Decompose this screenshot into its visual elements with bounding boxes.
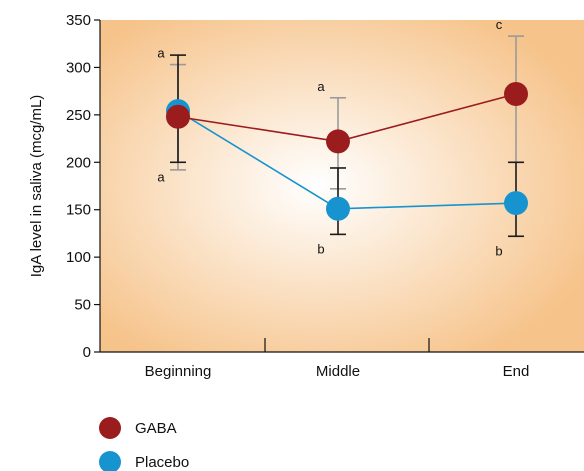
y-tick-label-50: 50 (74, 297, 91, 314)
gaba-point-3 (504, 81, 528, 106)
gaba-sig-letter-2: a (317, 79, 325, 94)
legend-item-gaba: GABA (99, 417, 177, 439)
y-tick-label-300: 300 (66, 59, 91, 76)
y-axis-title: IgA level in saliva (mcg/mL) (28, 95, 45, 278)
gaba-sig-letter-3: c (496, 17, 503, 32)
x-tick-label-beginning: Beginning (145, 363, 212, 380)
placebo-point-3 (504, 191, 528, 216)
legend-label-placebo: Placebo (135, 454, 189, 471)
y-tick-label-0: 0 (83, 344, 91, 361)
y-tick-label-200: 200 (66, 154, 91, 171)
y-tick-label-350: 350 (66, 12, 91, 29)
placebo-point-2 (326, 196, 350, 221)
legend-swatch-gaba (99, 417, 121, 439)
y-tick-label-250: 250 (66, 107, 91, 124)
y-tick-label-150: 150 (66, 202, 91, 219)
x-tick-label-end: End (503, 363, 530, 380)
placebo-sig-letter-1: a (157, 169, 165, 184)
x-tick-label-middle: Middle (316, 363, 360, 380)
y-tick-label-100: 100 (66, 249, 91, 266)
gaba-sig-letter-1: a (157, 46, 165, 61)
placebo-sig-letter-2: b (317, 241, 324, 256)
plot-area (100, 20, 584, 352)
gaba-point-1 (166, 104, 190, 129)
placebo-sig-letter-3: b (495, 243, 502, 258)
legend-swatch-placebo (99, 451, 121, 471)
legend-item-placebo: Placebo (99, 451, 189, 471)
gaba-point-2 (326, 129, 350, 154)
legend-label-gaba: GABA (135, 420, 177, 437)
